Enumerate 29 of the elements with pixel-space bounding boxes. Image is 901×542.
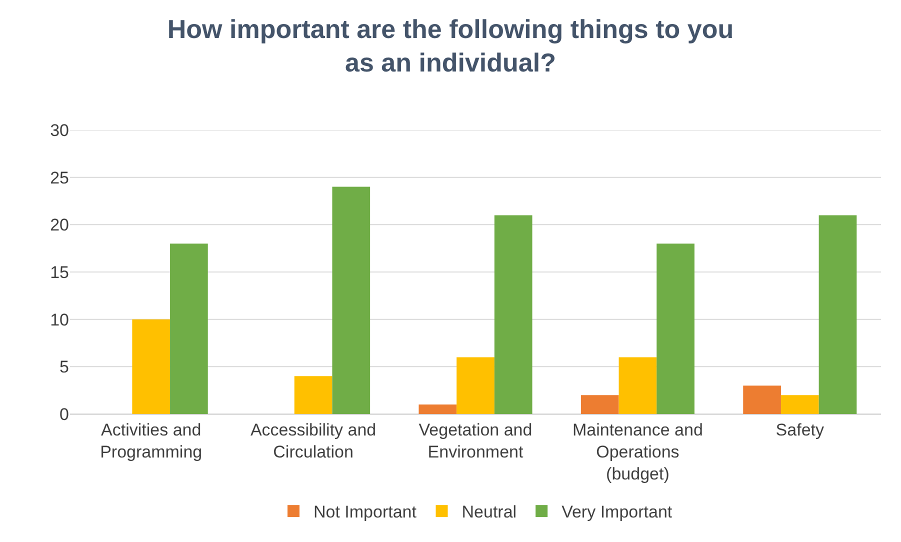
x-tick-label: Accessibility and Circulation: [250, 420, 376, 462]
bar: [294, 376, 332, 414]
x-tick-label: Maintenance and Operations (budget): [572, 420, 703, 484]
bar: [818, 215, 857, 414]
bar: [132, 319, 170, 414]
bar: [656, 244, 694, 414]
bar: [743, 386, 781, 414]
chart-title: How important are the following things to you as an individual?: [167, 14, 734, 78]
legend-label: Not Important: [314, 502, 417, 522]
bar: [618, 357, 657, 414]
bar: [170, 244, 208, 414]
bar: [456, 357, 494, 414]
x-tick-label: Activities and Programming: [100, 420, 202, 462]
x-tick-label: Safety: [776, 420, 824, 440]
legend-label: Very Important: [562, 502, 672, 522]
bar: [332, 186, 370, 414]
y-tick-label: 30: [50, 120, 69, 140]
y-tick-label: 20: [50, 216, 69, 235]
y-tick-label: 5: [60, 358, 69, 377]
y-tick-label: 10: [50, 310, 69, 330]
bar: [780, 395, 819, 414]
y-tick-label: 15: [50, 262, 69, 282]
bar: [494, 215, 532, 414]
bar: [418, 404, 457, 414]
bar: [580, 395, 619, 414]
y-tick-label: 0: [60, 404, 69, 424]
x-tick-label: Vegetation and Environment: [418, 420, 532, 462]
legend-label: Neutral: [462, 502, 517, 522]
y-tick-label: 25: [50, 168, 69, 188]
